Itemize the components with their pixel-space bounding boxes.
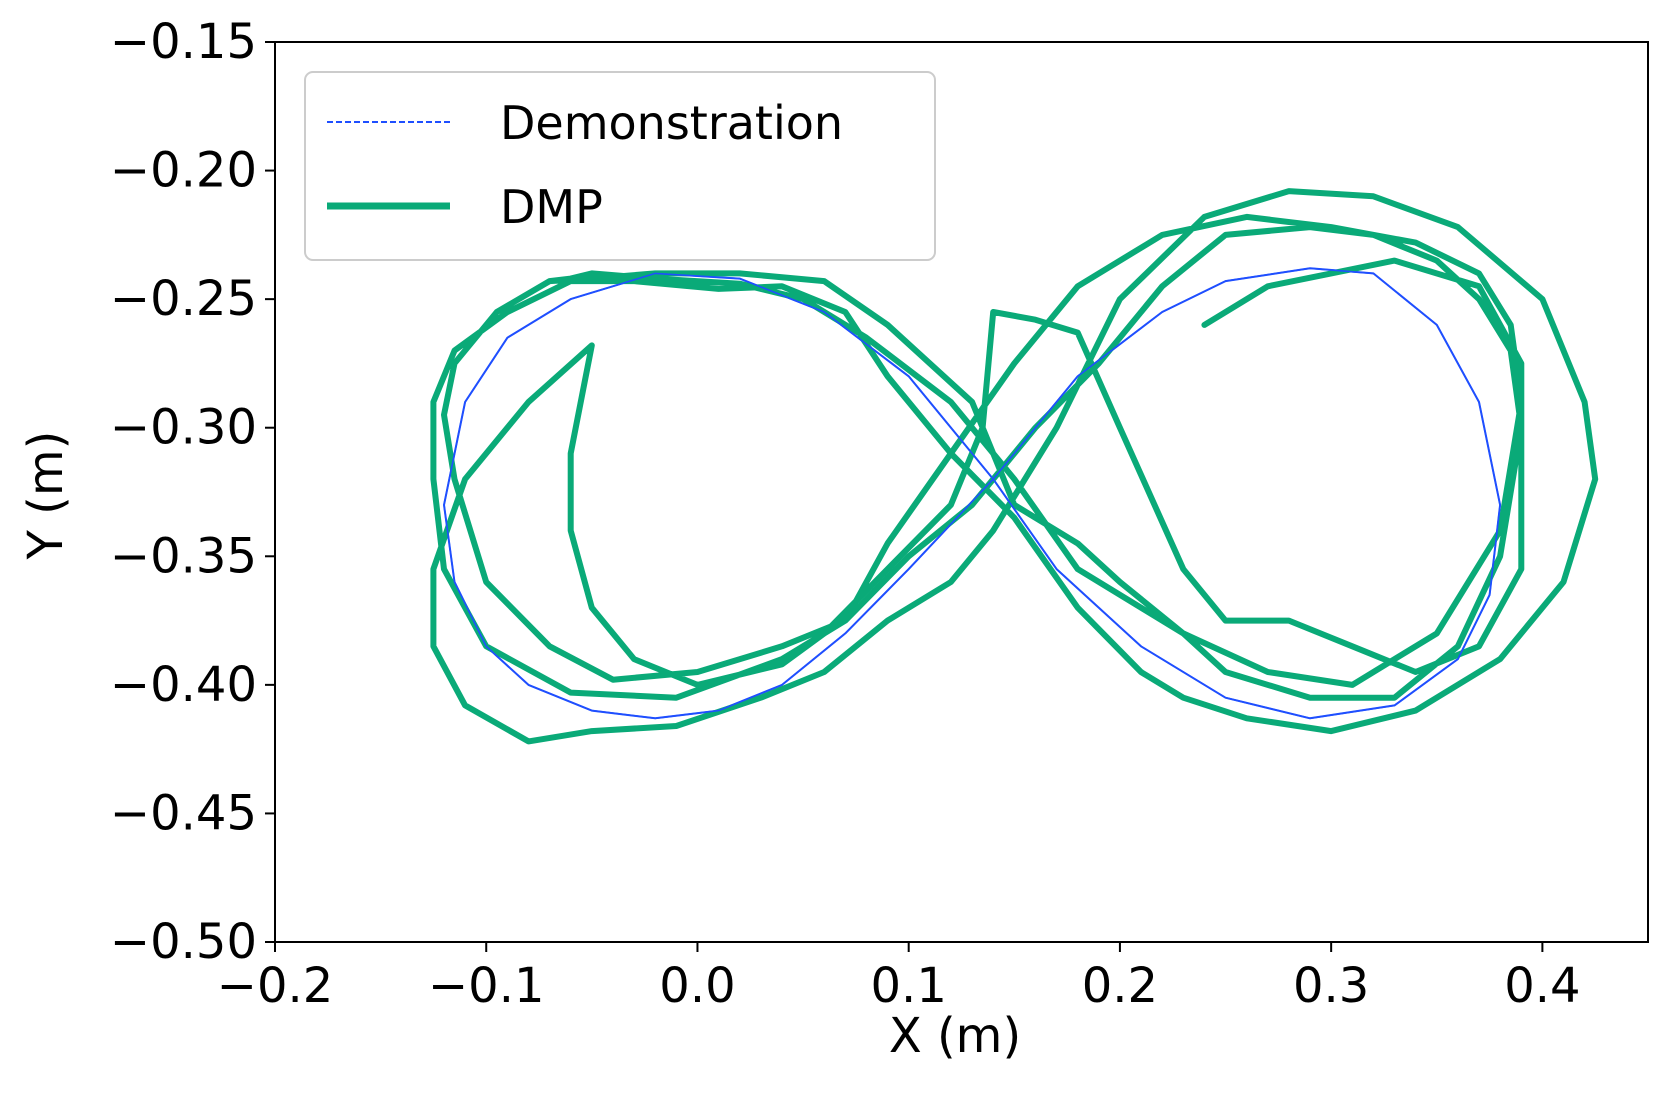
x-tick-label: 0.2 <box>1082 958 1158 1014</box>
x-tick-label: 0.0 <box>659 958 735 1014</box>
y-tick-label: −0.40 <box>110 657 257 713</box>
y-tick-label: −0.25 <box>110 271 257 327</box>
y-tick-label: −0.20 <box>110 143 257 199</box>
y-tick-label: −0.30 <box>110 400 257 456</box>
y-tick-label: −0.45 <box>110 785 257 841</box>
y-tick-label: −0.35 <box>110 528 257 584</box>
y-tick-label: −0.50 <box>110 914 257 970</box>
plot-frame <box>274 41 1649 943</box>
series-line-demonstration-overlay <box>443 267 1501 720</box>
x-tick-label: −0.2 <box>217 958 334 1014</box>
x-tick-label: −0.1 <box>428 958 545 1014</box>
series-line-demonstration <box>443 267 1502 720</box>
series-line-dmp <box>430 188 1599 745</box>
legend-box <box>304 71 936 261</box>
legend: Demonstration DMP <box>304 71 936 261</box>
legend-label-demonstration: Demonstration <box>500 96 843 150</box>
axes-layer: −0.2 −0.1 0.0 0.1 0.2 0.3 0.4 −0.15 −0.20 −0.25 −0… <box>110 14 1649 1014</box>
x-axis-title: X (m) <box>889 1008 1021 1064</box>
x-tick-label: 0.4 <box>1504 958 1580 1014</box>
x-tick-label: 0.3 <box>1293 958 1369 1014</box>
legend-label-dmp: DMP <box>500 180 603 234</box>
y-tick-label: −0.15 <box>110 14 257 70</box>
series-layer <box>430 188 1599 745</box>
y-axis-title: Y (m) <box>18 431 74 561</box>
x-tick-label: 0.1 <box>871 958 947 1014</box>
